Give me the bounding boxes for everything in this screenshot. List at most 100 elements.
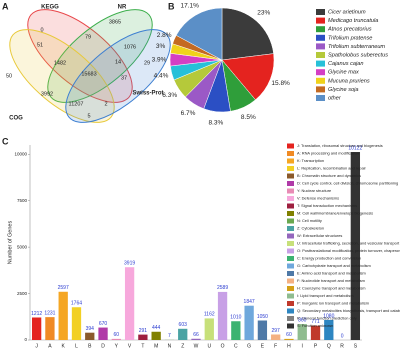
venn-count: 79 xyxy=(85,34,91,40)
venn-count: 1482 xyxy=(54,60,66,66)
legend-label: M: Cell wall/membrane/envelope biogenesi… xyxy=(297,211,373,216)
legend-swatch xyxy=(287,166,294,171)
bar-value-label: 1231 xyxy=(44,310,55,316)
legend-label: G: Carbohydrate transport and metabolism xyxy=(297,263,371,268)
legend-swatch xyxy=(316,17,325,24)
x-tick-label: U xyxy=(207,343,211,349)
legend-label: J: Translation, ribosomal structure and … xyxy=(297,143,383,148)
bar-value-label: 7 xyxy=(168,333,171,339)
legend-swatch xyxy=(287,241,294,246)
legend-swatch xyxy=(316,95,325,101)
x-tick-label: T xyxy=(141,343,144,349)
legend-swatch xyxy=(316,60,325,67)
bar xyxy=(151,331,161,340)
bar-value-label: 1764 xyxy=(71,301,82,307)
bar-value-label: 860 xyxy=(298,317,307,323)
pie-value-label: 8.3% xyxy=(208,119,223,126)
legend-label: Y: Nuclear structure xyxy=(297,188,331,193)
bar xyxy=(244,305,254,340)
legend-swatch xyxy=(316,43,325,50)
legend-label: T: Signal transduction mechanisms xyxy=(297,203,357,208)
legend-label: Q: Secondary metabolites biosynthesis, t… xyxy=(297,308,400,313)
bar xyxy=(178,328,188,340)
bar xyxy=(350,152,361,340)
bar-value-label: 60 xyxy=(286,332,292,338)
legend-swatch xyxy=(287,233,294,239)
legend-label: A: RNA processing and modification xyxy=(297,151,359,156)
pie-value-label: 2.8% xyxy=(157,32,172,39)
legend-swatch xyxy=(287,301,294,306)
bar-value-label: 297 xyxy=(272,328,281,334)
legend-label: B: Chromatin structure and dynamics xyxy=(297,173,361,178)
x-tick-label: L xyxy=(75,343,78,349)
legend-swatch xyxy=(287,188,294,194)
bar-value-label: 60 xyxy=(114,332,120,338)
venn-count: 3992 xyxy=(41,91,53,97)
y-axis-label: Number of Genes xyxy=(7,221,13,265)
bar-value-label: 2589 xyxy=(217,285,228,291)
x-tick-label: G xyxy=(247,343,251,349)
venn-set-label: COG xyxy=(9,116,23,122)
bar-value-label: 1080 xyxy=(323,313,334,319)
legend-label: Glycine soja xyxy=(328,87,358,93)
pie-slice xyxy=(221,7,274,61)
legend-swatch xyxy=(287,271,294,276)
legend-label: Medicago truncatula xyxy=(328,18,378,24)
legend-label: Trifolium subterraneum xyxy=(328,44,385,50)
bar-value-label: 394 xyxy=(86,326,95,332)
bar xyxy=(310,325,321,340)
x-tick-label: Z xyxy=(181,343,184,349)
pie-value-label: 8.5% xyxy=(241,114,256,121)
y-tick-label: 2500 xyxy=(17,291,28,296)
bar-value-label: 1050 xyxy=(257,314,268,320)
legend-label: P: Inorganic ion transport and metabolis… xyxy=(297,301,369,306)
bar-value-label: 603 xyxy=(179,322,188,328)
bar xyxy=(217,291,228,340)
bar xyxy=(231,321,241,340)
x-tick-label: A xyxy=(48,343,52,349)
pie-slice xyxy=(221,53,275,101)
x-tick-label: K xyxy=(62,343,66,349)
bar-value-label: 1847 xyxy=(244,299,255,305)
legend-swatch xyxy=(287,263,294,269)
pie-value-label: 6.3% xyxy=(162,92,177,99)
bar xyxy=(124,267,135,340)
legend-swatch xyxy=(287,151,294,156)
legend-swatch xyxy=(287,181,294,186)
pie-value-label: 4.4% xyxy=(154,73,169,80)
bar-value-label: 0 xyxy=(341,333,344,339)
bar xyxy=(257,320,268,340)
bar xyxy=(271,334,281,340)
bar xyxy=(204,318,214,340)
bar-value-label: 1212 xyxy=(31,311,42,317)
pie-value-label: 6.7% xyxy=(181,110,196,117)
legend-label: O: Posttranslational modification, prote… xyxy=(297,248,400,253)
legend-label: Mucuna pruriens xyxy=(328,78,370,84)
x-tick-label: H xyxy=(287,343,291,349)
legend-label: Trifolium pratense xyxy=(328,35,372,41)
legend-label: C: Energy production and conversion xyxy=(297,256,361,261)
legend-swatch xyxy=(287,143,294,149)
pie-value-label: 23% xyxy=(257,10,270,17)
bar-value-label: 10122 xyxy=(348,145,362,151)
bar xyxy=(71,307,82,340)
x-tick-label: V xyxy=(128,343,132,349)
venn-count: 2 xyxy=(104,101,107,107)
legend-label: K: Transcription xyxy=(297,158,324,163)
x-tick-label: D xyxy=(101,343,105,349)
venn-set xyxy=(27,9,133,103)
legend-swatch xyxy=(287,203,294,209)
x-tick-label: M xyxy=(154,343,158,349)
pie-value-label: 3% xyxy=(156,43,166,50)
venn-count: 1076 xyxy=(124,44,136,50)
x-tick-label: Y xyxy=(115,343,119,349)
pie-value-label: 17.1% xyxy=(180,3,199,10)
y-tick-label: 7500 xyxy=(17,198,28,203)
x-tick-label: R xyxy=(340,343,344,349)
x-tick-label: J xyxy=(35,343,38,349)
legend-label: H: Coenzyme transport and metabolism xyxy=(297,286,366,291)
legend-label: Z: Cytoskeleton xyxy=(297,226,324,231)
x-tick-label: B xyxy=(88,343,92,349)
venn-set-label: KEGG xyxy=(41,5,59,11)
legend-swatch xyxy=(287,308,294,314)
